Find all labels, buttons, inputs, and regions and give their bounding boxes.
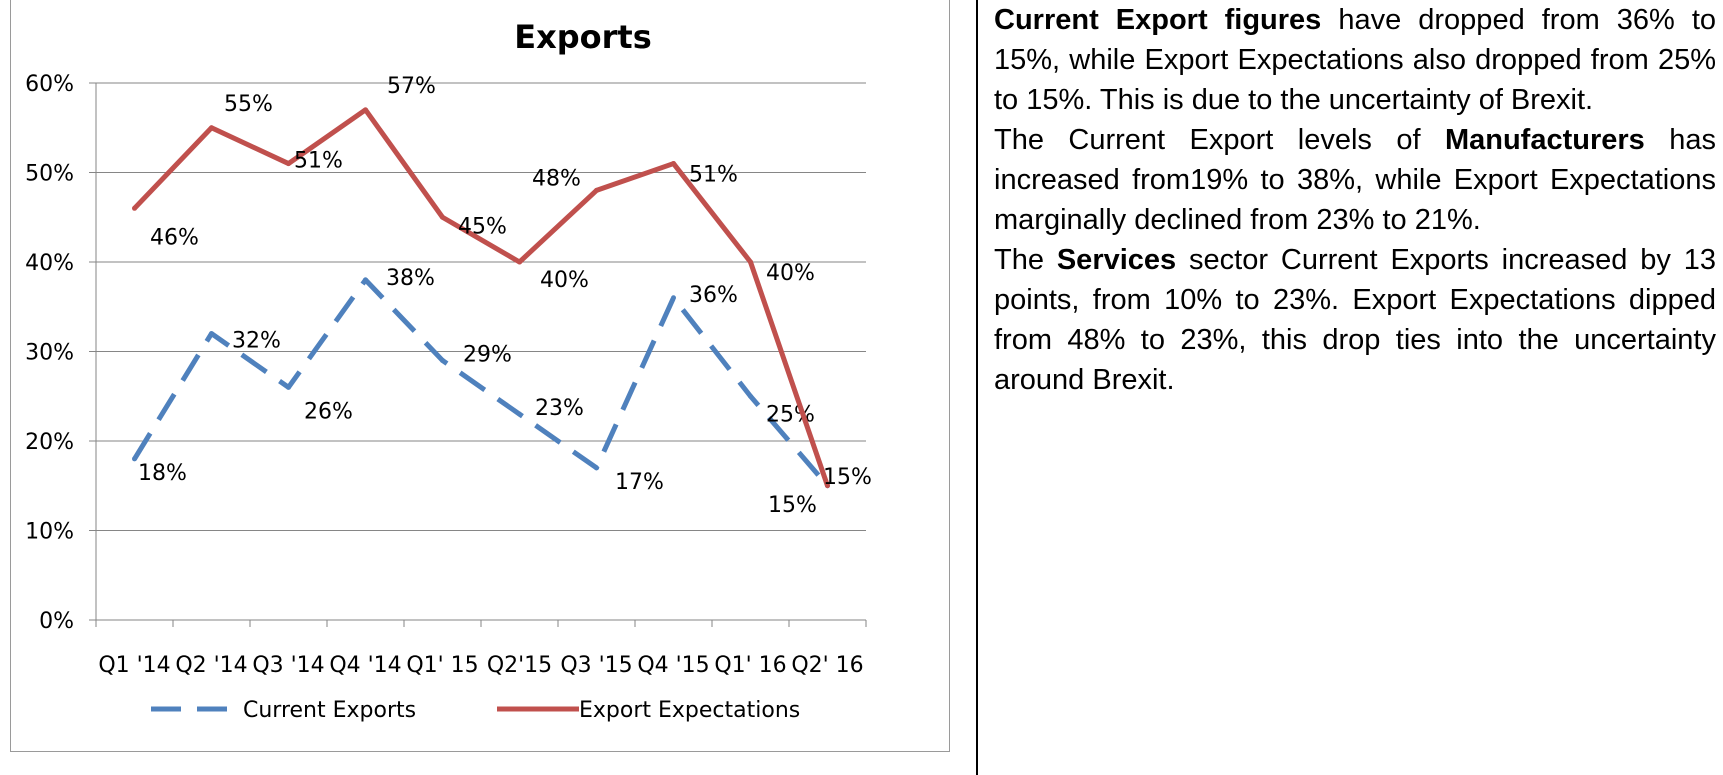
series-line <box>132 277 830 488</box>
data-point <box>132 456 137 462</box>
data-point <box>748 393 753 399</box>
x-tick-label: Q1' 15 <box>406 653 478 678</box>
x-tick-label: Q3 '14 <box>252 653 324 678</box>
y-tick-label: 50% <box>25 162 74 187</box>
y-tick-label: 60% <box>25 72 74 97</box>
data-label: 15% <box>823 465 872 490</box>
x-tick-label: Q2 '14 <box>175 653 247 678</box>
data-point <box>440 214 445 220</box>
y-tick-label: 0% <box>39 609 74 634</box>
data-label: 40% <box>766 261 815 286</box>
y-tick-label: 20% <box>25 430 74 455</box>
x-tick-label: Q4 '15 <box>637 653 709 678</box>
vertical-divider <box>976 0 978 775</box>
data-point <box>363 107 368 113</box>
data-label: 32% <box>232 329 281 354</box>
commentary-p2-bold: Manufacturers <box>1444 124 1645 156</box>
data-point <box>132 205 137 211</box>
data-point <box>209 125 214 131</box>
data-label: 51% <box>689 163 738 188</box>
x-tick-label: Q1' 16 <box>714 653 786 678</box>
legend-label: Export Expectations <box>579 698 800 723</box>
x-tick-label: Q2'15 <box>487 653 552 678</box>
data-point <box>594 187 599 193</box>
data-point <box>825 483 830 489</box>
data-point <box>286 161 291 167</box>
commentary-text: Current Export figures have dropped from… <box>994 0 1716 400</box>
chart-panel: Exports 0% 10% 20% 30% 40% 50% 60% Q1 '14 Q2 '14 Q… <box>10 0 950 752</box>
commentary-p2-text-a: The Current Export levels of <box>994 124 1445 156</box>
chart-title: Exports <box>514 18 652 56</box>
commentary-p1-bold: Current Export figures <box>994 4 1322 36</box>
commentary-paragraph-1: Current Export figures have dropped from… <box>994 0 1716 120</box>
data-label: 15% <box>768 493 817 518</box>
commentary-p3-text-a: The <box>994 244 1057 276</box>
data-point <box>748 259 753 265</box>
data-point <box>517 411 522 417</box>
legend-label: Current Exports <box>243 698 416 723</box>
data-label: 46% <box>150 225 199 250</box>
commentary-p3-text-b: sector Current Exports increased by 13 p… <box>994 244 1716 396</box>
commentary-p3-bold: Services <box>1056 244 1177 276</box>
data-label: 17% <box>615 470 664 495</box>
data-point <box>671 161 676 167</box>
data-label: 29% <box>463 342 512 367</box>
data-label: 51% <box>294 149 343 174</box>
data-label: 18% <box>138 461 187 486</box>
commentary-paragraph-3: The Services sector Current Exports incr… <box>994 240 1716 400</box>
x-tick-label: Q1 '14 <box>98 653 170 678</box>
data-label: 23% <box>535 396 584 421</box>
data-label: 57% <box>387 74 436 99</box>
data-point <box>440 357 445 363</box>
x-tick-label: Q4 '14 <box>329 653 401 678</box>
data-label: 26% <box>304 399 353 424</box>
commentary-p1-text: have dropped from 36% to 15%, while Expo… <box>994 4 1717 116</box>
data-point <box>594 465 599 471</box>
data-label: 36% <box>689 283 738 308</box>
data-label: 48% <box>532 166 581 191</box>
data-label: 45% <box>458 214 507 239</box>
commentary-paragraph-2: The Current Export levels of Manufacture… <box>994 120 1716 240</box>
data-point <box>209 331 214 337</box>
y-tick-label: 10% <box>25 520 74 545</box>
data-point <box>671 295 676 301</box>
data-point <box>363 277 368 283</box>
data-point <box>517 259 522 265</box>
commentary-p2-text-b: has increased from19% to 38%, while Expo… <box>994 124 1716 236</box>
y-tick-label: 30% <box>25 341 74 366</box>
y-tick-label: 40% <box>25 251 74 276</box>
x-tick-label: Q3 '15 <box>560 653 632 678</box>
data-label: 38% <box>386 266 435 291</box>
data-label: 55% <box>224 92 273 117</box>
data-point <box>286 384 291 390</box>
data-label: 40% <box>540 268 589 293</box>
x-tick-label: Q2' 16 <box>791 653 863 678</box>
series-line <box>132 107 830 487</box>
